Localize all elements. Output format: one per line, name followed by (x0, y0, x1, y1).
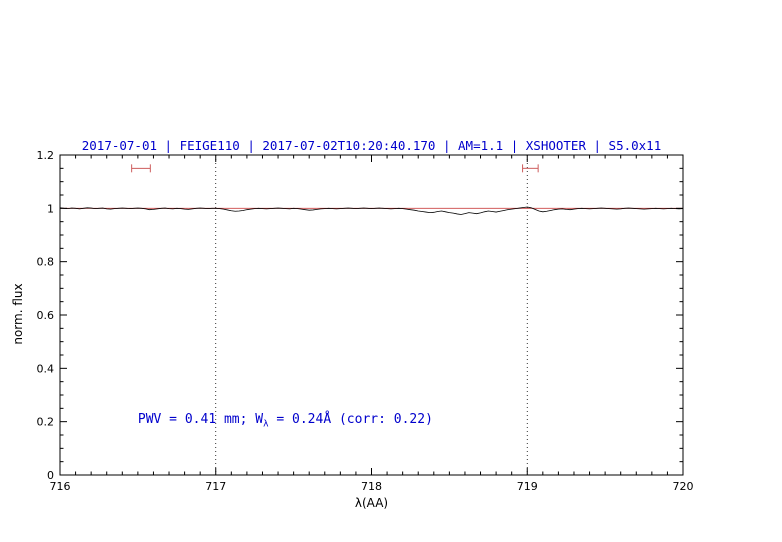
y-tick-label: 1.2 (37, 149, 55, 162)
x-axis-label: λ(AA) (354, 496, 389, 510)
spectrum-line (59, 206, 684, 215)
y-axis-label: norm. flux (11, 283, 25, 345)
x-tick-label: 719 (517, 480, 538, 493)
pwv-annotation-text: PWV = 0.41 mm; W (137, 411, 264, 427)
y-tick-label: 0.8 (37, 256, 55, 269)
pwv-annotation-subscript: λ (263, 419, 269, 430)
x-tick-label: 720 (673, 480, 694, 493)
pwv-annotation: PWV = 0.41 mm; Wλ = 0.24Å (corr: 0.22) (138, 412, 433, 430)
y-tick-label: 0.2 (37, 416, 55, 429)
pwv-annotation-text-after: = 0.24Å (corr: 0.22) (268, 411, 433, 427)
plot-title: 2017-07-01 | FEIGE110 | 2017-07-02T10:20… (81, 138, 662, 153)
y-tick-label: 0.6 (37, 309, 55, 322)
x-tick-label: 716 (50, 480, 71, 493)
y-tick-label: 1 (47, 202, 54, 215)
x-tick-label: 717 (205, 480, 226, 493)
y-tick-label: 0.4 (37, 362, 55, 375)
y-tick-label: 0 (47, 469, 54, 482)
x-tick-label: 718 (361, 480, 382, 493)
